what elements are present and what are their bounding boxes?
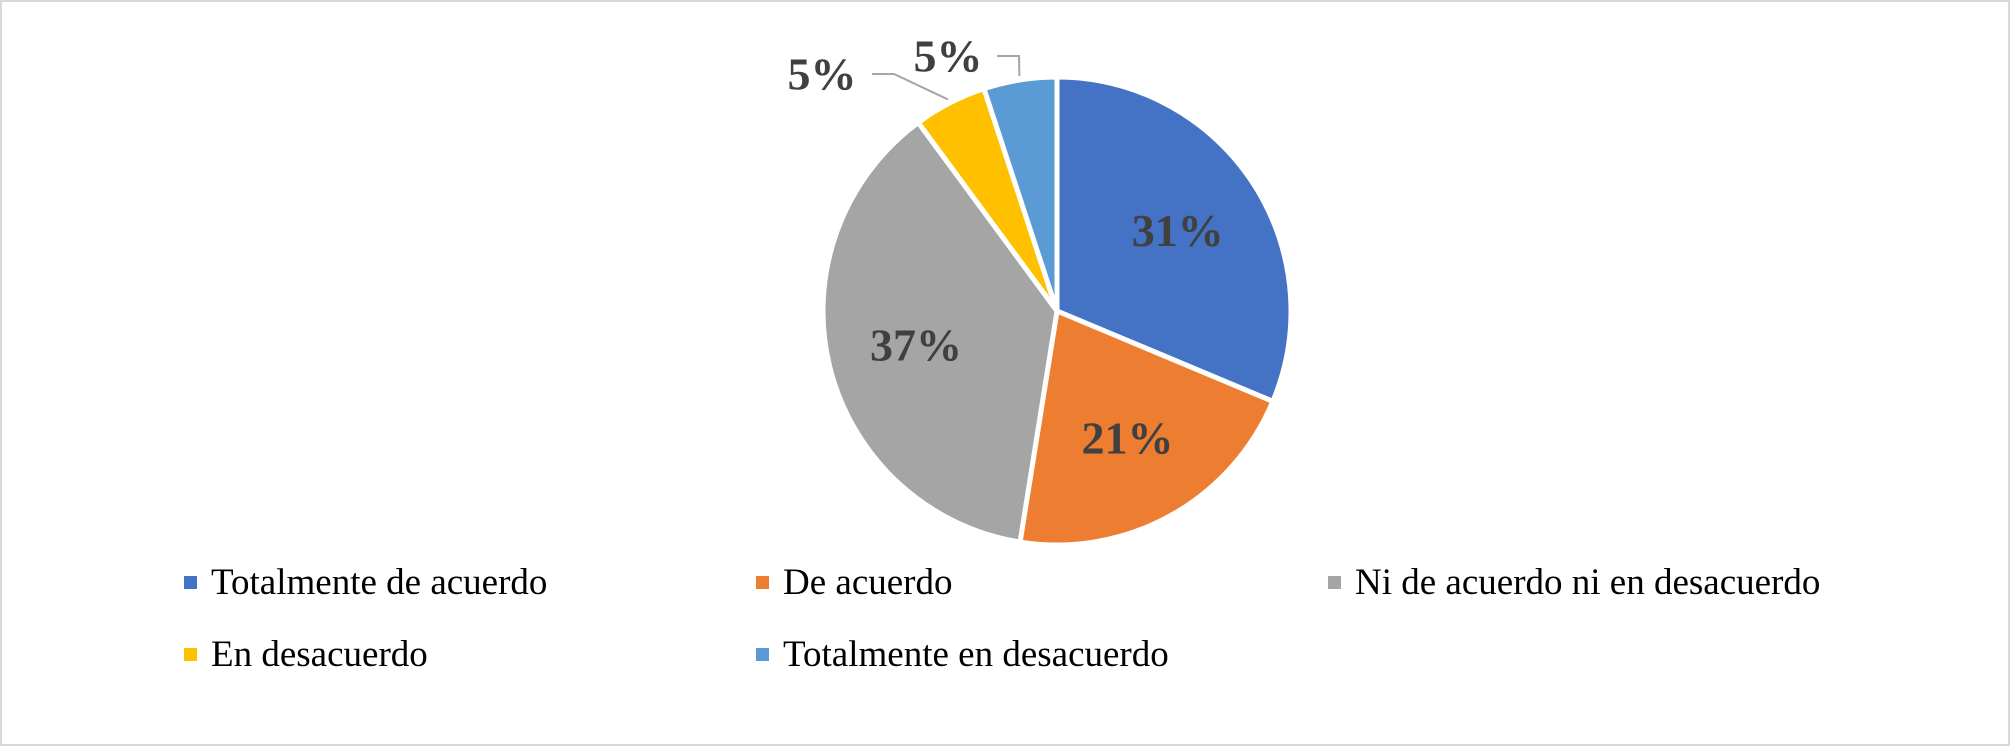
pie-slice-1 <box>1054 74 1294 404</box>
data-label-4: 5% <box>788 49 857 100</box>
pie-slice-5 <box>981 74 1060 314</box>
leader-line-4 <box>872 73 949 101</box>
data-labels: 31% 21% 37% 5% 5% <box>788 31 1224 464</box>
pie-slice-3 <box>820 120 1060 545</box>
data-label-3: 37% <box>870 320 962 371</box>
pie-slices <box>820 74 1294 548</box>
data-label-2: 21% <box>1082 412 1174 463</box>
leader-lines <box>872 55 1021 101</box>
leader-line-5 <box>997 55 1021 77</box>
data-label-5: 5% <box>914 31 983 82</box>
pie-slice-2 <box>1017 308 1276 548</box>
data-label-1: 31% <box>1132 205 1224 256</box>
